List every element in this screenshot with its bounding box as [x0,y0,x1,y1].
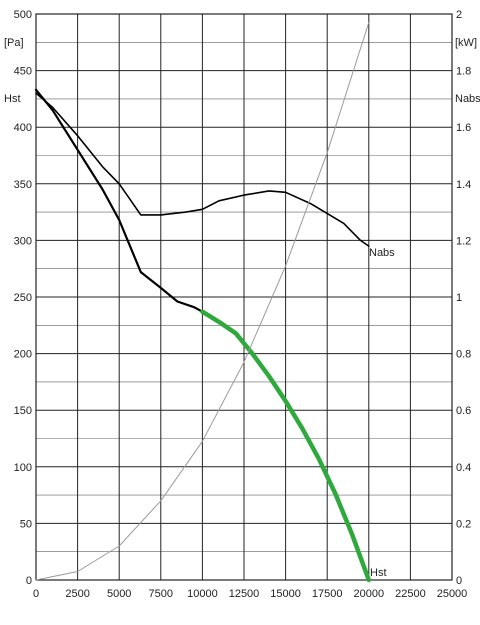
x-tick-label: 5000 [107,588,131,600]
y-left-tick-label: 50 [20,518,32,530]
y-right-tick-label: 0.2 [456,518,471,530]
x-tick-label: 12500 [229,588,260,600]
y-right-tick-label: 1.4 [456,179,471,191]
hst-series-line [34,88,204,313]
y-right-tick-label: 0.4 [456,462,471,474]
y-right-tick-label: 1.6 [456,122,471,134]
x-tick-label: 22500 [395,588,426,600]
y-left-tick-label: 350 [14,179,32,191]
y-left-tick-label: 500 [14,9,32,21]
y-right-tick-label: 0.6 [456,405,471,417]
y-left-tick-label: 200 [14,349,32,361]
y-right-tick-label: 0.8 [456,349,471,361]
tick-layer: 0 2500 5000 7500 10000 12500 15000 17500 20000 22… [14,9,472,600]
grid-layer [35,13,453,581]
nabs-right-annotation: Nabs [455,93,480,105]
x-tick-label: 0 [33,588,39,600]
system-curve-series-line [35,22,370,581]
x-tick-label: 17500 [312,588,343,600]
hst-curve-label: Hst [370,567,387,579]
x-tick-label: 7500 [149,588,173,600]
x-tick-label: 20000 [354,588,385,600]
plot-frame [35,13,453,581]
y-left-tick-label: 400 [14,122,32,134]
y-right-tick-label: 1.8 [456,66,471,78]
series-layer [34,22,372,583]
y-left-tick-label: 250 [14,292,32,304]
nabs-series-line [35,92,370,247]
y-right-tick-label: 1 [456,292,462,304]
y-left-tick-label: 300 [14,235,32,247]
y-left-tick-label: 100 [14,462,32,474]
y-left-tick-label: 450 [14,66,32,78]
x-tick-label: 2500 [65,588,89,600]
right-unit-label: [kW] [455,37,477,49]
nabs-curve-label: Nabs [369,247,395,259]
y-right-tick-label: 0 [456,575,462,587]
x-tick-label: 10000 [187,588,218,600]
y-right-tick-label: 2 [456,9,462,21]
x-tick-label: 15000 [270,588,301,600]
y-left-tick-label: 0 [26,575,32,587]
x-tick-label: 25000 [437,588,468,600]
left-unit-label: [Pa] [4,37,24,49]
hst-left-annotation: Hst [4,93,21,105]
hst-operating-range-series-line [200,309,372,583]
y-right-tick-label: 1.2 [456,235,471,247]
y-left-tick-label: 150 [14,405,32,417]
